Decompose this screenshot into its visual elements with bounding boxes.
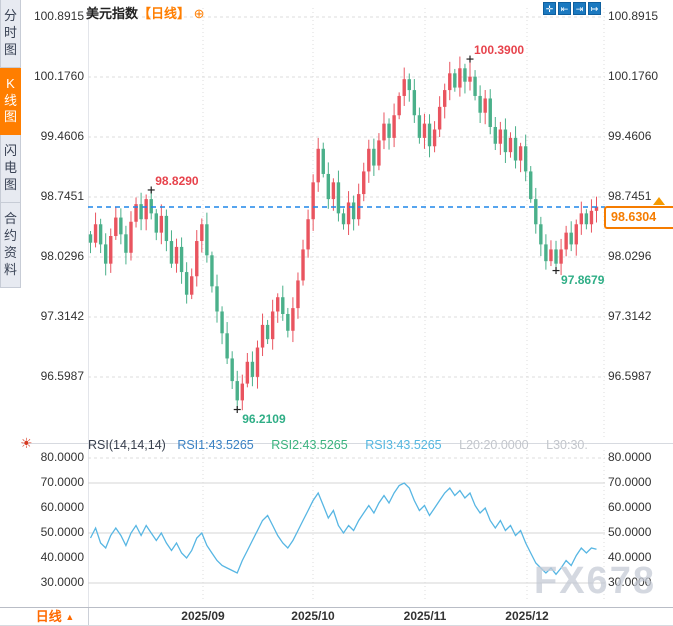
price-axis-label: 97.3142 <box>40 309 84 323</box>
rsi-l30-value: L30:30. <box>546 438 588 452</box>
x-axis-date-label: 2025/09 <box>181 609 225 623</box>
goto-latest-icon[interactable]: ↦ <box>588 2 601 15</box>
price-axis-label: 100.1760 <box>33 69 84 83</box>
rsi-axis-label: 70.0000 <box>40 475 84 489</box>
period-tag: 【日线】 <box>138 6 191 21</box>
rsi-name: RSI(14,14,14) <box>88 438 166 452</box>
chart-toolbar: ✛ ⇤ ⇥ ↦ <box>543 2 601 15</box>
price-axis-label: 98.0296 <box>608 249 652 263</box>
rsi-indicator-chart[interactable] <box>88 445 605 605</box>
current-price-tag: 98.6304 <box>604 206 673 229</box>
price-axis-label: 99.4606 <box>40 129 84 143</box>
high-price-annotation: 98.8290 <box>155 173 199 188</box>
price-axis-label: 98.7451 <box>608 189 652 203</box>
rsi2-value: RSI2:43.5265 <box>271 438 348 452</box>
chart-title: 美元指数【日线】 ⊕ <box>86 3 205 22</box>
sidebar-tab-label: 分时图 <box>3 8 17 57</box>
rsi1-value: RSI1:43.5265 <box>177 438 254 452</box>
sidebar-tab-label: 合约资料 <box>3 211 17 277</box>
sidebar: 分时图 K线图闪电图合约资料 <box>0 0 22 625</box>
indicator-settings-icon[interactable]: ☀ <box>20 435 33 451</box>
price-up-triangle-icon <box>653 197 665 205</box>
sidebar-tab-label: 闪电图 <box>3 143 17 193</box>
price-axis-label: 100.8915 <box>33 9 84 23</box>
sidebar-tab-label: K线图 <box>3 75 17 125</box>
rsi-axis-label: 40.0000 <box>40 550 84 564</box>
x-axis-date-label: 2025/10 <box>291 609 335 623</box>
period-selector[interactable]: 日线 ▲ <box>22 608 89 625</box>
price-axis-label: 100.1760 <box>608 69 659 83</box>
sidebar-tab-3[interactable]: 闪电图 <box>0 135 21 204</box>
axis-divider <box>88 8 89 607</box>
rsi-axis-label: 30.0000 <box>608 575 652 589</box>
price-candlestick-chart[interactable] <box>88 0 605 443</box>
price-axis-label: 97.3142 <box>608 309 652 323</box>
rsi3-value: RSI3:43.5265 <box>365 438 442 452</box>
rsi-header: RSI(14,14,14) RSI1:43.5265 RSI2:43.5265 … <box>88 438 588 452</box>
price-axis-label: 96.5987 <box>40 369 84 383</box>
add-indicator-icon[interactable]: ⊕ <box>193 6 205 21</box>
price-axis-label: 98.0296 <box>40 249 84 263</box>
period-arrow-icon: ▲ <box>65 612 75 622</box>
price-axis-label: 100.8915 <box>608 9 659 23</box>
rsi-axis-label: 50.0000 <box>608 525 652 539</box>
crosshair-icon[interactable]: ✛ <box>543 2 556 15</box>
rsi-axis-label: 70.0000 <box>608 475 652 489</box>
period-label: 日线 <box>35 609 62 624</box>
high-price-annotation: 100.3900 <box>474 43 525 58</box>
zoom-out-icon[interactable]: ⇤ <box>558 2 571 15</box>
sidebar-tab-4[interactable]: 合约资料 <box>0 203 21 288</box>
panel-divider <box>22 443 673 444</box>
x-axis-date-label: 2025/12 <box>505 609 549 623</box>
price-axis-label: 98.7451 <box>40 189 84 203</box>
sidebar-tab-1[interactable]: 分时图 <box>0 0 21 68</box>
rsi-axis-label: 30.0000 <box>40 575 84 589</box>
symbol-name: 美元指数 <box>86 6 139 21</box>
zoom-in-icon[interactable]: ⇥ <box>573 2 586 15</box>
low-price-annotation: 97.8679 <box>561 272 605 287</box>
price-axis-label: 99.4606 <box>608 129 652 143</box>
x-axis-date-label: 2025/11 <box>403 609 447 623</box>
price-axis-label: 96.5987 <box>608 369 652 383</box>
low-price-annotation: 96.2109 <box>242 411 286 426</box>
rsi-axis-label: 80.0000 <box>40 450 84 464</box>
rsi-axis-label: 60.0000 <box>608 500 652 514</box>
x-axis-row: 日线 ▲ 2025/09 2025/10 2025/11 2025/12 <box>0 607 673 626</box>
rsi-axis-label: 60.0000 <box>40 500 84 514</box>
rsi-l20-value: L20:20.0000 <box>459 438 529 452</box>
rsi-axis-label: 40.0000 <box>608 550 652 564</box>
rsi-axis-label: 50.0000 <box>40 525 84 539</box>
sidebar-tab-2[interactable]: K线图 <box>0 67 21 136</box>
rsi-axis-label: 80.0000 <box>608 450 652 464</box>
